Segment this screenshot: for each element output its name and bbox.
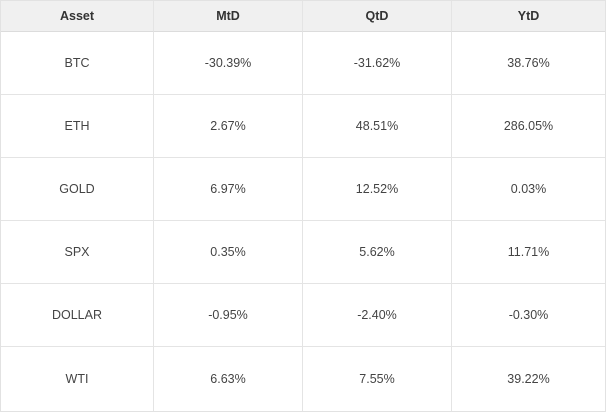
cell-qtd: -31.62% [303,32,452,95]
cell-mtd: 6.63% [154,347,303,411]
cell-ytd: 11.71% [452,221,605,284]
cell-asset: ETH [1,95,154,158]
cell-qtd: 5.62% [303,221,452,284]
cell-asset: WTI [1,347,154,411]
cell-asset: DOLLAR [1,284,154,347]
cell-mtd: 2.67% [154,95,303,158]
cell-ytd: 286.05% [452,95,605,158]
cell-qtd: 48.51% [303,95,452,158]
cell-mtd: 0.35% [154,221,303,284]
cell-mtd: -30.39% [154,32,303,95]
cell-asset: SPX [1,221,154,284]
header-ytd: YtD [452,1,605,32]
cell-mtd: -0.95% [154,284,303,347]
header-asset: Asset [1,1,154,32]
cell-ytd: 38.76% [452,32,605,95]
cell-qtd: 12.52% [303,158,452,221]
cell-ytd: 39.22% [507,372,550,386]
cell-qtd: -2.40% [303,284,452,347]
cell-asset: GOLD [1,158,154,221]
cell-ytd: 0.03% [452,158,605,221]
header-qtd: QtD [303,1,452,32]
cell-asset: BTC [1,32,154,95]
cell-mtd: 6.97% [154,158,303,221]
cell-ytd: -0.30% [452,284,605,347]
cell-qtd: 7.55% [303,347,452,411]
header-mtd: MtD [154,1,303,32]
